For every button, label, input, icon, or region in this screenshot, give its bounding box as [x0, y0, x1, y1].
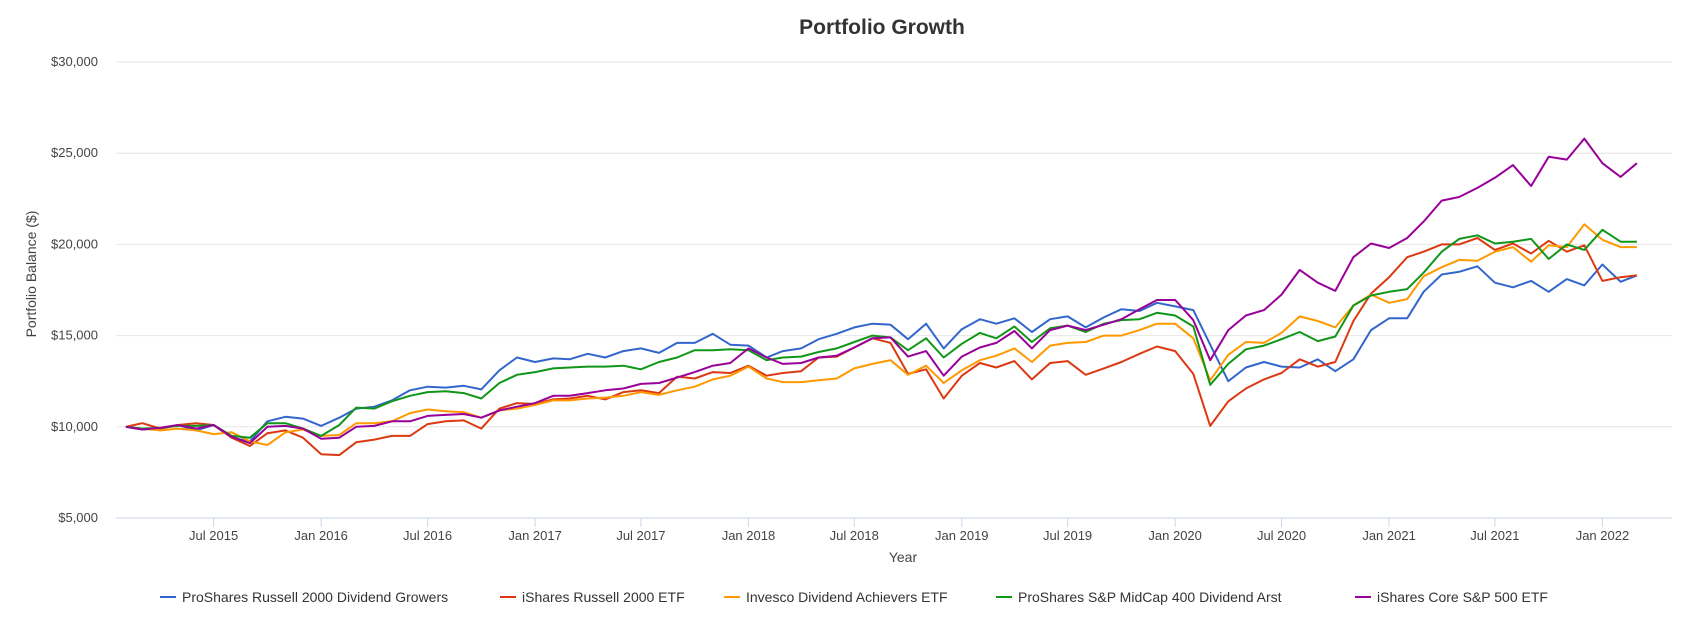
y-axis-ticks: $5,000 $10,000 $15,000 $20,000 $25,000 $30,00… [51, 54, 98, 525]
x-tick-label: Jul 2020 [1257, 528, 1306, 543]
x-tick-label: Jan 2019 [935, 528, 989, 543]
x-tick-label: Jan 2020 [1148, 528, 1202, 543]
y-tick-label: $30,000 [51, 54, 98, 69]
x-axis-label: Year [889, 549, 918, 565]
y-axis-label: Portfolio Balance ($) [23, 211, 39, 338]
y-tick-label: $15,000 [51, 328, 98, 343]
legend-label: iShares Core S&P 500 ETF [1377, 589, 1548, 605]
series-line [125, 223, 1637, 446]
legend-label: iShares Russell 2000 ETF [522, 589, 685, 605]
legend-item[interactable]: Invesco Dividend Achievers ETF [724, 589, 948, 605]
x-tick-label: Jan 2017 [508, 528, 562, 543]
x-tick-label: Jul 2018 [830, 528, 879, 543]
y-tick-label: $20,000 [51, 236, 98, 251]
y-tick-label: $25,000 [51, 145, 98, 160]
x-axis-ticks: Jul 2015 Jan 2016 Jul 2016 Jan 2017 Jul 2017… [189, 518, 1629, 543]
series-line [125, 137, 1638, 445]
legend-item[interactable]: ProShares S&P MidCap 400 Dividend Arst [996, 589, 1282, 605]
legend-item[interactable]: ProShares Russell 2000 Dividend Growers [160, 589, 448, 605]
legend: ProShares Russell 2000 Dividend Growers i… [160, 589, 1548, 605]
legend-item[interactable]: iShares Core S&P 500 ETF [1355, 589, 1548, 605]
series-line [125, 237, 1638, 457]
legend-item[interactable]: iShares Russell 2000 ETF [500, 589, 685, 605]
x-tick-label: Jul 2015 [189, 528, 238, 543]
series-line [125, 263, 1638, 443]
x-tick-label: Jan 2022 [1576, 528, 1630, 543]
series-lines [125, 137, 1638, 457]
legend-label: ProShares Russell 2000 Dividend Growers [182, 589, 448, 605]
x-tick-label: Jul 2017 [616, 528, 665, 543]
x-tick-label: Jan 2021 [1362, 528, 1416, 543]
gridlines [116, 61, 1672, 428]
x-tick-label: Jul 2021 [1470, 528, 1519, 543]
legend-label: Invesco Dividend Achievers ETF [746, 589, 948, 605]
x-tick-label: Jul 2016 [403, 528, 452, 543]
x-tick-label: Jan 2018 [722, 528, 776, 543]
legend-label: ProShares S&P MidCap 400 Dividend Arst [1018, 589, 1282, 605]
y-tick-label: $5,000 [58, 510, 98, 525]
x-tick-label: Jul 2019 [1043, 528, 1092, 543]
chart-title: Portfolio Growth [799, 16, 965, 39]
y-tick-label: $10,000 [51, 419, 98, 434]
x-tick-label: Jan 2016 [294, 528, 348, 543]
series-line [125, 228, 1637, 439]
